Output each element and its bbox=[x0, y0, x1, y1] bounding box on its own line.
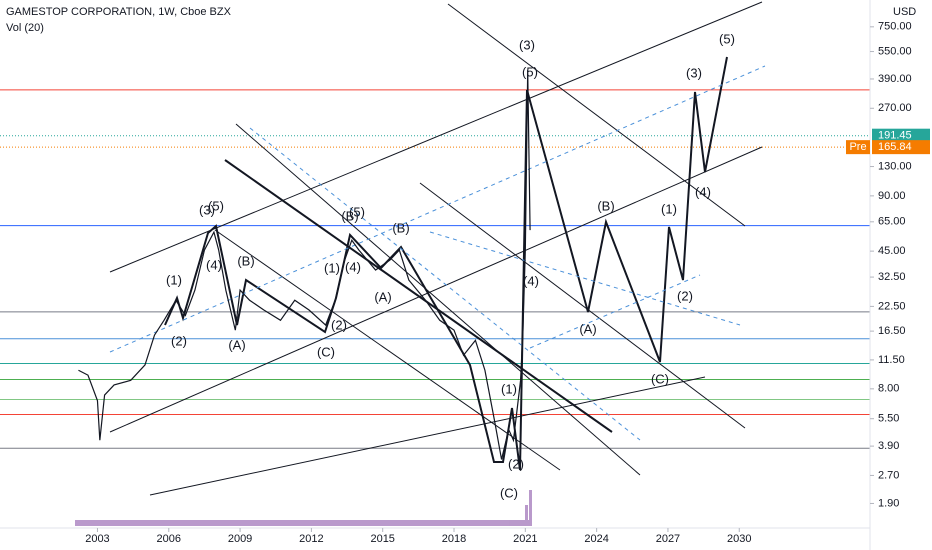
y-tick-label: 16.50 bbox=[878, 325, 906, 337]
y-tick-label: 90.00 bbox=[878, 190, 906, 202]
trend-line bbox=[109, 146, 763, 433]
dashed-line bbox=[429, 231, 741, 326]
trend-line bbox=[214, 229, 561, 471]
x-tick-label: 2030 bbox=[727, 533, 751, 545]
y-tick-label: 550.00 bbox=[878, 45, 912, 57]
price-tag-value: 165.84 bbox=[878, 141, 912, 153]
wave-label: (5) bbox=[522, 64, 538, 79]
trend-line bbox=[447, 3, 746, 227]
y-tick-label: 3.90 bbox=[878, 440, 899, 452]
x-tick-label: 2021 bbox=[513, 533, 537, 545]
wave-label: (5) bbox=[719, 31, 735, 46]
dashed-line bbox=[249, 127, 641, 441]
trend-line bbox=[419, 182, 746, 429]
wave-label: (2) bbox=[171, 333, 187, 348]
wave-label: (B) bbox=[597, 198, 614, 213]
wave-label: (5) bbox=[208, 198, 224, 213]
y-tick-label: 11.50 bbox=[878, 354, 905, 366]
y-tick-label: 750.00 bbox=[878, 21, 912, 33]
wave-label: (4) bbox=[695, 184, 711, 199]
trend-line bbox=[224, 159, 613, 433]
wave-label: (2) bbox=[508, 456, 524, 471]
price-line bbox=[78, 70, 531, 460]
y-tick-label: 22.50 bbox=[878, 300, 906, 312]
wave-label: (4) bbox=[345, 259, 361, 274]
x-tick-label: 2027 bbox=[656, 533, 680, 545]
y-tick-label: 270.00 bbox=[878, 102, 912, 114]
price-tag-value: 191.45 bbox=[878, 130, 912, 142]
subtitle: Vol (20) bbox=[6, 22, 44, 34]
volume-strip bbox=[75, 520, 530, 526]
wave-path bbox=[164, 56, 728, 471]
x-tick-label: 2003 bbox=[85, 533, 109, 545]
wave-label: (C) bbox=[651, 371, 669, 386]
y-tick-label: 1110.00 bbox=[878, 0, 916, 1]
wave-label: (C) bbox=[500, 485, 518, 500]
x-tick-label: 2006 bbox=[157, 533, 181, 545]
wave-label: (2) bbox=[677, 288, 693, 303]
wave-label: (5) bbox=[349, 204, 365, 219]
wave-label: (1) bbox=[661, 201, 677, 216]
wave-label: (1) bbox=[501, 381, 517, 396]
wave-label: (3) bbox=[519, 37, 535, 52]
drawings bbox=[109, 1, 766, 496]
trend-line bbox=[235, 123, 641, 476]
wave-label: (1) bbox=[166, 272, 182, 287]
x-tick-label: 2009 bbox=[228, 533, 252, 545]
x-tick-label: 2024 bbox=[584, 533, 608, 545]
x-tick-label: 2018 bbox=[442, 533, 466, 545]
currency: USD bbox=[893, 6, 916, 18]
dashed-line bbox=[109, 65, 766, 353]
y-tick-label: 65.00 bbox=[878, 216, 906, 228]
x-tick-label: 2012 bbox=[299, 533, 323, 545]
y-tick-label: 130.00 bbox=[878, 160, 912, 172]
wave-label: (1) bbox=[324, 260, 340, 275]
x-tick-label: 2015 bbox=[370, 533, 394, 545]
y-tick-label: 8.00 bbox=[878, 383, 899, 395]
wave-label: (4) bbox=[523, 273, 539, 288]
wave-label: (A) bbox=[579, 321, 596, 336]
y-tick-label: 390.00 bbox=[878, 73, 912, 85]
wave-label: (A) bbox=[374, 289, 391, 304]
wave-label: (B) bbox=[237, 253, 254, 268]
price-tag-label-box bbox=[846, 140, 870, 155]
trend-line bbox=[109, 1, 763, 273]
wave-label: (C) bbox=[317, 344, 335, 359]
wave-label: (4) bbox=[206, 257, 222, 272]
y-tick-label: 45.00 bbox=[878, 245, 906, 257]
y-tick-label: 5.50 bbox=[878, 413, 899, 425]
price-tag-label: Pre bbox=[849, 141, 866, 153]
volume bbox=[75, 490, 532, 526]
wave-label: (B) bbox=[392, 220, 409, 235]
price-tag bbox=[872, 128, 930, 143]
trend-line bbox=[149, 376, 706, 496]
volume-spike bbox=[525, 505, 528, 526]
wave-label: (B) bbox=[341, 208, 358, 223]
y-tick-label: 2.70 bbox=[878, 469, 899, 481]
volume-spike bbox=[529, 490, 532, 526]
dashed-line bbox=[529, 274, 701, 349]
wave-label: (2) bbox=[331, 317, 347, 332]
wave-label: (3) bbox=[686, 65, 702, 80]
chart-title: GAMESTOP CORPORATION, 1W, Cboe BZX bbox=[6, 6, 232, 18]
wave-label: (A) bbox=[228, 337, 245, 352]
price-tag bbox=[872, 140, 930, 155]
y-tick-label: 1.90 bbox=[878, 497, 899, 509]
wave-label: (3) bbox=[199, 202, 215, 217]
y-tick-label: 32.50 bbox=[878, 271, 906, 283]
